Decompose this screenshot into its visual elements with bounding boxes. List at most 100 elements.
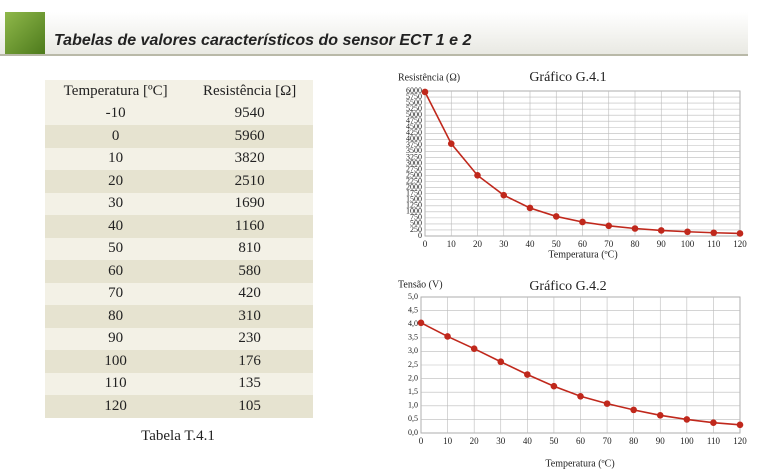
x-tick-label: 20 xyxy=(470,436,480,446)
table-header: Temperatura [ºC] Resistência [Ω] xyxy=(45,80,313,103)
table-row: 60 580 xyxy=(45,260,313,283)
table-cell: 105 xyxy=(186,395,313,418)
table-cell: 3820 xyxy=(186,147,313,170)
column-header: Temperatura [ºC] xyxy=(45,80,187,103)
y-tick-label: 1,5 xyxy=(408,387,418,396)
y-tick-label: 2250 xyxy=(406,176,422,185)
header-icon xyxy=(5,12,45,54)
x-tick-label: 90 xyxy=(656,436,666,446)
table-row: -10 9540 xyxy=(45,102,313,125)
y-tick-label: 2500 xyxy=(406,170,422,179)
table-row: 10 3820 xyxy=(45,147,313,170)
x-tick-label: 70 xyxy=(603,436,613,446)
data-point xyxy=(631,225,639,232)
table-cell: 1690 xyxy=(186,192,313,215)
data-point xyxy=(603,400,611,407)
x-tick-label: 40 xyxy=(523,436,533,446)
y-tick-label: 4500 xyxy=(406,122,422,131)
x-tick-label: 10 xyxy=(443,436,453,446)
x-tick-label: 120 xyxy=(733,239,747,249)
y-tick-label: 250 xyxy=(410,225,422,234)
x-axis-label: Temperatura (ºC) xyxy=(548,249,617,260)
x-tick-label: 80 xyxy=(629,436,639,446)
x-tick-label: 50 xyxy=(552,239,562,249)
table-cell: 0 xyxy=(45,125,187,148)
table-cell: 9540 xyxy=(186,102,313,125)
data-point xyxy=(736,421,744,429)
x-tick-label: 90 xyxy=(657,239,667,249)
table-cell: 40 xyxy=(45,215,187,238)
data-point xyxy=(470,345,478,352)
y-tick-label: 0,0 xyxy=(408,428,418,437)
table-cell: 5960 xyxy=(186,125,313,148)
table-cell: 176 xyxy=(186,350,313,373)
data-point xyxy=(444,333,451,340)
data-point xyxy=(579,218,586,226)
data-point xyxy=(497,358,505,366)
data-point xyxy=(656,412,664,419)
header: Tabelas de valores característicos do se… xyxy=(0,12,748,56)
x-tick-label: 30 xyxy=(496,436,506,446)
data-point xyxy=(524,371,531,378)
data-point xyxy=(577,392,584,400)
y-tick-label: 4250 xyxy=(406,128,422,137)
table-cell: 60 xyxy=(45,260,187,283)
y-tick-label: 750 xyxy=(410,213,422,222)
data-point xyxy=(710,419,717,426)
y-tick-label: 2,0 xyxy=(408,373,418,382)
y-tick-label: 4750 xyxy=(406,116,422,125)
y-tick-label: 3750 xyxy=(406,140,422,149)
x-axis-label: Temperatura (ºC) xyxy=(545,458,614,469)
y-tick-label: 1500 xyxy=(406,195,422,204)
x-tick-label: 80 xyxy=(631,239,641,249)
header-title: Tabelas de valores característicos do se… xyxy=(54,32,472,49)
y-tick-label: 6000 xyxy=(406,86,422,95)
y-tick-label: 1000 xyxy=(406,207,422,216)
x-tick-label: 10 xyxy=(447,239,457,249)
y-axis-label: Tensão (V) xyxy=(398,279,443,290)
data-point xyxy=(630,406,637,414)
x-tick-label: 110 xyxy=(707,239,721,249)
data-point xyxy=(657,227,665,234)
x-tick-label: 100 xyxy=(681,239,695,249)
y-tick-label: 4000 xyxy=(406,134,422,143)
x-tick-label: 60 xyxy=(578,239,588,249)
table-row: 40 1160 xyxy=(45,215,313,238)
y-tick-label: 5250 xyxy=(406,104,422,113)
table-cell: 580 xyxy=(186,260,313,283)
table-cell: 50 xyxy=(45,237,187,260)
table-row: 110 135 xyxy=(45,372,313,395)
data-point xyxy=(552,213,560,220)
table-cell: 100 xyxy=(45,350,187,373)
table-row: 90 230 xyxy=(45,327,313,350)
table-caption: Tabela T.4.1 xyxy=(141,428,215,444)
data-point xyxy=(447,140,455,147)
y-tick-label: 4,0 xyxy=(408,319,418,328)
table-cell: -10 xyxy=(45,102,187,125)
y-tick-label: 1750 xyxy=(406,189,422,198)
y-tick-label: 4,5 xyxy=(408,305,418,314)
y-tick-label: 3,0 xyxy=(408,346,418,355)
chart-title: Gráfico G.4.2 xyxy=(529,279,606,294)
x-tick-label: 40 xyxy=(526,239,536,249)
y-tick-label: 5000 xyxy=(406,110,422,119)
data-point xyxy=(550,382,558,390)
data-point xyxy=(710,229,718,237)
y-tick-label: 0,5 xyxy=(408,414,418,423)
x-tick-label: 110 xyxy=(707,436,721,446)
data-point xyxy=(683,416,691,423)
y-tick-label: 0 xyxy=(418,231,422,240)
y-tick-label: 5500 xyxy=(406,98,422,107)
table-cell: 1160 xyxy=(186,215,313,238)
table-cell: 80 xyxy=(45,305,187,328)
y-tick-label: 3000 xyxy=(406,158,422,167)
table-cell: 420 xyxy=(186,282,313,305)
y-tick-label: 1,0 xyxy=(408,401,418,410)
y-tick-label: 3,5 xyxy=(408,333,418,342)
table-cell: 120 xyxy=(45,395,187,418)
data-point xyxy=(736,230,744,237)
table-cell: 110 xyxy=(45,372,187,395)
table-cell: 30 xyxy=(45,192,187,215)
data-point xyxy=(605,222,613,230)
